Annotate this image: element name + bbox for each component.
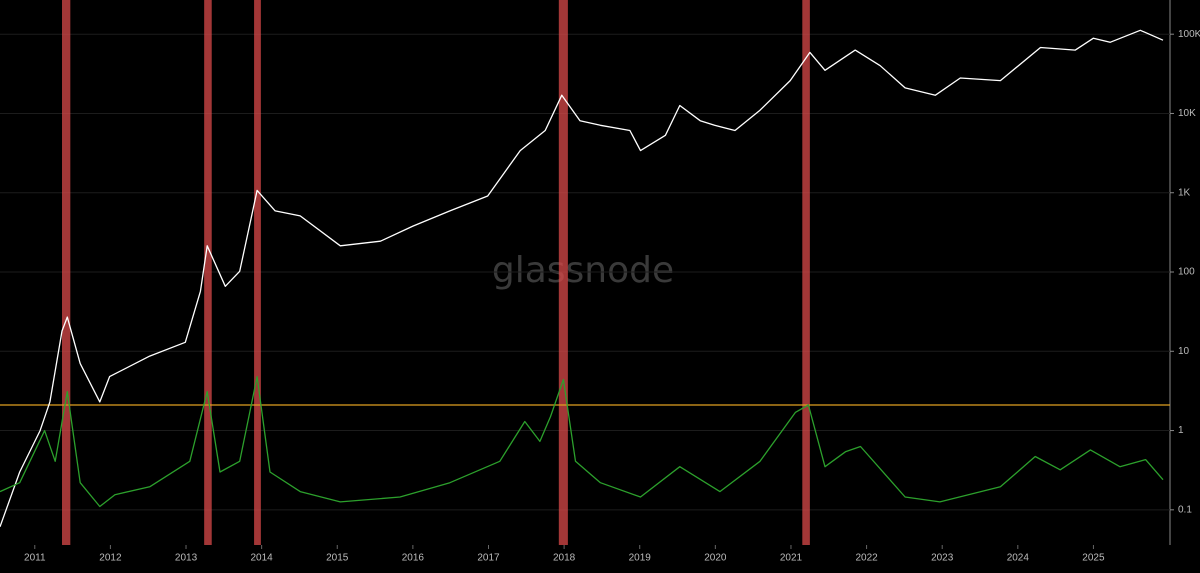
highlight-band <box>802 0 810 545</box>
highlight-band <box>254 0 261 545</box>
y-tick-label: 1K <box>1178 187 1191 198</box>
x-tick-label: 2024 <box>1007 553 1030 564</box>
x-tick-label: 2021 <box>780 553 803 564</box>
x-tick-label: 2013 <box>175 553 198 564</box>
x-tick-label: 2016 <box>402 553 425 564</box>
x-tick-label: 2019 <box>629 553 652 564</box>
x-tick-label: 2025 <box>1082 553 1105 564</box>
x-tick-label: 2015 <box>326 553 349 564</box>
y-tick-label: 100 <box>1178 267 1195 278</box>
y-tick-label: 100K <box>1178 29 1200 40</box>
x-tick-label: 2014 <box>251 553 274 564</box>
highlight-band <box>62 0 71 545</box>
highlight-band <box>558 0 568 545</box>
highlight-band <box>204 0 212 545</box>
watermark: glassnode <box>492 250 674 291</box>
y-tick-label: 0.1 <box>1178 504 1192 515</box>
series-line <box>0 29 1164 528</box>
x-tick-label: 2012 <box>99 553 122 564</box>
x-tick-label: 2023 <box>931 553 954 564</box>
series-line <box>0 375 1164 508</box>
x-tick-label: 2022 <box>855 553 878 564</box>
y-tick-label: 10 <box>1178 346 1190 357</box>
x-tick-label: 2011 <box>24 553 46 564</box>
x-tick-label: 2020 <box>704 553 727 564</box>
y-tick-label: 1 <box>1178 425 1184 436</box>
x-tick-label: 2018 <box>553 553 576 564</box>
y-tick-label: 10K <box>1178 108 1196 119</box>
x-tick-label: 2017 <box>477 553 500 564</box>
